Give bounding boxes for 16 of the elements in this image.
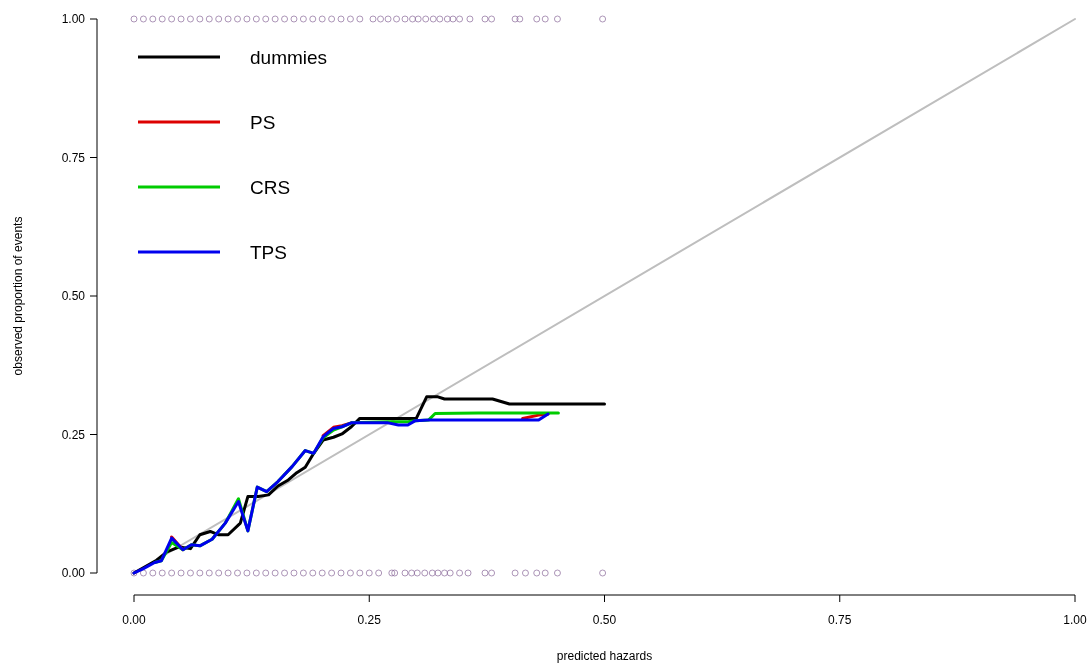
- y-tick-label: 1.00: [61, 12, 86, 26]
- x-tick-label: 0.25: [357, 613, 382, 627]
- legend-label: CRS: [250, 177, 291, 198]
- y-tick-label: 0.00: [61, 566, 86, 580]
- x-axis-title: predicted hazards: [556, 649, 653, 663]
- x-tick-label: 1.00: [1063, 613, 1087, 627]
- legend-label: dummies: [250, 47, 328, 68]
- y-axis-title: observed proportion of events: [11, 216, 25, 376]
- y-tick-label: 0.25: [61, 427, 86, 442]
- x-tick-label: 0.50: [592, 613, 617, 627]
- legend-label: TPS: [250, 242, 287, 263]
- legend-label: PS: [250, 112, 276, 133]
- y-tick-label: 0.75: [61, 150, 86, 165]
- x-tick-label: 0.00: [122, 613, 146, 627]
- y-tick-label: 0.50: [61, 289, 86, 303]
- x-tick-label: 0.75: [828, 613, 852, 627]
